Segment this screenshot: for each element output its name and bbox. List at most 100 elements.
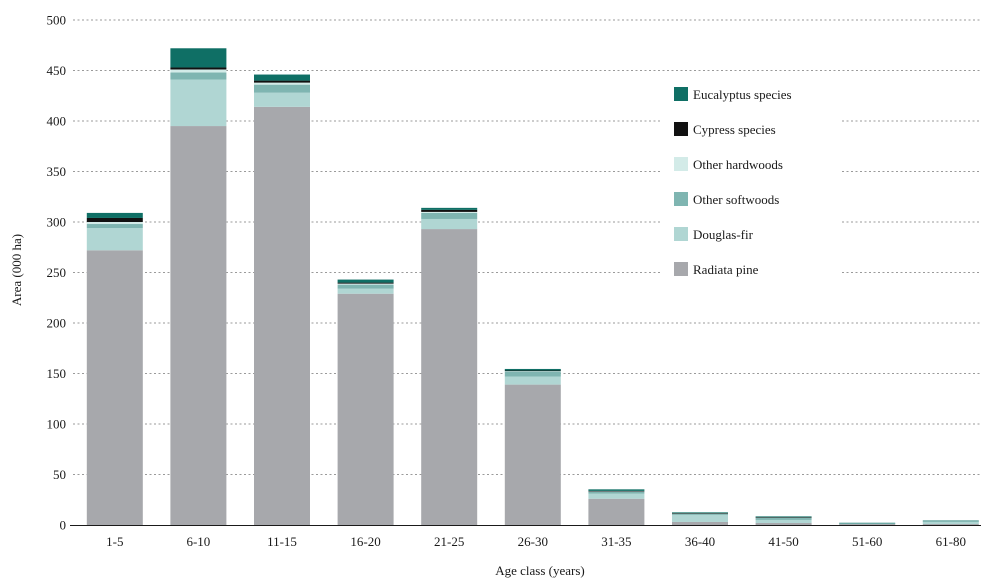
bar-51-60-douglas-fir — [839, 523, 896, 525]
bar-1-5-radiata-pine — [86, 250, 143, 525]
legend-label-other-hardwoods: Other hardwoods — [693, 157, 783, 172]
y-tick-label-200: 200 — [47, 316, 67, 331]
bar-11-15-cypress-species — [254, 80, 310, 83]
bar-6-10-radiata-pine — [170, 126, 227, 526]
legend-label-other-softwoods: Other softwoods — [693, 192, 779, 207]
bar-41-50-eucalyptus-species — [755, 516, 812, 518]
bar-61-80-radiata-pine — [922, 523, 979, 525]
y-tick-label-150: 150 — [47, 366, 67, 381]
x-tick-label-51-60: 51-60 — [852, 534, 882, 549]
y-tick-label-350: 350 — [47, 164, 67, 179]
bar-11-15-eucalyptus-species — [254, 74, 310, 81]
legend-swatch-cypress-species — [674, 122, 688, 136]
bar-1-5-douglas-fir — [86, 228, 143, 251]
legend-label-cypress-species: Cypress species — [693, 122, 776, 137]
y-tick-label-50: 50 — [53, 467, 66, 482]
bar-1-5-eucalyptus-species — [86, 212, 143, 218]
bar-61-80-eucalyptus-species — [922, 520, 979, 522]
bar-26-30-other-softwoods — [504, 371, 561, 377]
x-tick-label-36-40: 36-40 — [685, 534, 715, 549]
legend-swatch-douglas-fir — [674, 227, 688, 241]
legend: Eucalyptus species Cypress species Other h… — [674, 87, 792, 277]
bar-41-50-radiata-pine — [755, 522, 812, 525]
bar-26-30-douglas-fir — [504, 376, 561, 385]
bar-11-15-douglas-fir — [254, 92, 310, 107]
y-tick-label-450: 450 — [47, 63, 67, 78]
legend-swatch-radiata-pine — [674, 262, 688, 276]
bar-6-10-douglas-fir — [170, 79, 227, 127]
bar-41-50-cypress-species — [755, 517, 812, 518]
x-tick-label-6-10: 6-10 — [186, 534, 210, 549]
x-tick-label-61-80: 61-80 — [936, 534, 966, 549]
x-tick-label-21-25: 21-25 — [434, 534, 464, 549]
bar-16-20-eucalyptus-species — [337, 279, 394, 283]
bar-16-20-other-softwoods — [337, 284, 394, 289]
bar-11-15-other-hardwoods — [254, 82, 310, 85]
bar-26-30-other-hardwoods — [504, 370, 561, 372]
x-axis-title: Age class (years) — [495, 563, 585, 578]
y-tick-label-500: 500 — [47, 13, 67, 28]
bar-31-35-other-hardwoods — [588, 491, 645, 492]
x-tick-label-1-5: 1-5 — [106, 534, 123, 549]
bar-36-40-douglas-fir — [672, 514, 728, 522]
bar-6-10-eucalyptus-species — [170, 48, 227, 68]
bar-26-30-radiata-pine — [504, 384, 561, 525]
bar-41-50-douglas-fir — [755, 519, 812, 523]
bar-61-80-other-softwoods — [922, 520, 979, 522]
y-tick-label-400: 400 — [47, 114, 67, 129]
bar-6-10-other-softwoods — [170, 72, 227, 80]
legend-swatch-eucalyptus-species — [674, 87, 688, 101]
legend-label-eucalyptus-species: Eucalyptus species — [693, 87, 792, 102]
bar-11-15-radiata-pine — [254, 106, 310, 526]
y-tick-label-0: 0 — [60, 518, 67, 533]
y-tick-label-100: 100 — [47, 417, 67, 432]
bar-21-25-douglas-fir — [421, 218, 478, 230]
bar-1-5-other-softwoods — [86, 224, 143, 229]
bar-21-25-other-softwoods — [421, 212, 478, 219]
bar-61-80-douglas-fir — [922, 521, 979, 524]
x-tick-label-11-15: 11-15 — [267, 534, 297, 549]
bar-1-5-other-hardwoods — [86, 222, 143, 225]
bar-1-5-cypress-species — [86, 217, 143, 222]
bar-51-60-eucalyptus-species — [839, 522, 896, 524]
bar-11-15-other-softwoods — [254, 84, 310, 93]
legend-label-douglas-fir: Douglas-fir — [693, 227, 754, 242]
bar-6-10-other-hardwoods — [170, 69, 227, 73]
legend-swatch-other-hardwoods — [674, 157, 688, 171]
bar-21-25-other-hardwoods — [421, 211, 478, 213]
bar-21-25-eucalyptus-species — [421, 207, 478, 210]
bar-31-35-eucalyptus-species — [588, 489, 645, 491]
bar-6-10-cypress-species — [170, 67, 227, 70]
legend-label-radiata-pine: Radiata pine — [693, 262, 759, 277]
y-tick-label-250: 250 — [47, 265, 67, 280]
gridlines — [73, 19, 981, 475]
bar-31-35-radiata-pine — [588, 498, 645, 525]
bar-16-20-other-hardwoods — [337, 283, 394, 285]
bar-16-20-radiata-pine — [337, 293, 394, 525]
bar-31-35-other-softwoods — [588, 491, 645, 494]
bar-51-60-radiata-pine — [839, 523, 896, 525]
bar-31-35-douglas-fir — [588, 493, 645, 499]
bar-41-50-other-softwoods — [755, 517, 812, 520]
bar-26-30-cypress-species — [504, 370, 561, 372]
y-tick-label-300: 300 — [47, 215, 67, 230]
x-tick-label-16-20: 16-20 — [350, 534, 380, 549]
x-tick-label-31-35: 31-35 — [601, 534, 631, 549]
bars — [86, 48, 979, 526]
y-axis-title: Area (000 ha) — [9, 234, 24, 306]
bar-36-40-radiata-pine — [672, 521, 728, 525]
x-tick-label-41-50: 41-50 — [768, 534, 798, 549]
legend-swatch-other-softwoods — [674, 192, 688, 206]
bar-21-25-radiata-pine — [421, 229, 478, 525]
bar-16-20-douglas-fir — [337, 288, 394, 294]
x-tick-label-26-30: 26-30 — [518, 534, 548, 549]
bar-36-40-eucalyptus-species — [672, 512, 728, 514]
bar-16-20-cypress-species — [337, 282, 394, 284]
bar-31-35-cypress-species — [588, 490, 645, 492]
bar-36-40-cypress-species — [672, 513, 728, 514]
bar-26-30-eucalyptus-species — [504, 368, 561, 371]
bar-21-25-cypress-species — [421, 209, 478, 212]
axes: 0 50 100 150 200 250 300 350 400 450 500 1-5 6-10 11-… — [47, 13, 981, 549]
bar-36-40-other-softwoods — [672, 513, 728, 515]
